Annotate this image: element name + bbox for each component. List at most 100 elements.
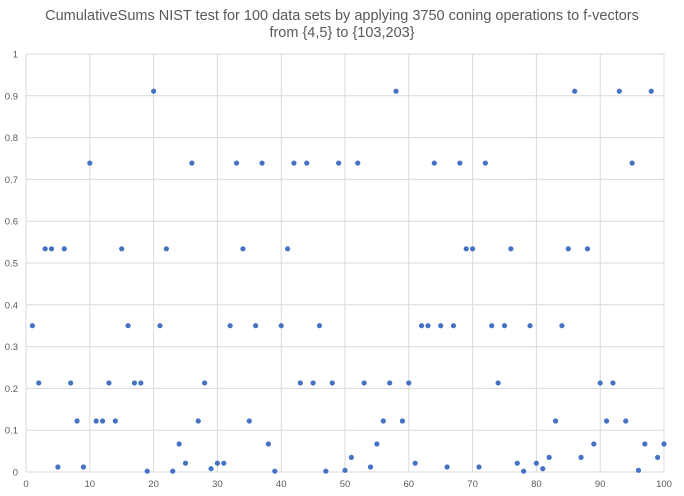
data-point [336,160,342,166]
data-point [597,380,603,386]
data-point [240,246,246,252]
data-point [418,323,425,329]
data-point [208,466,214,472]
data-point [406,380,412,386]
data-point [157,323,163,329]
data-point [648,88,654,94]
data-point [552,418,559,424]
data-point [48,246,55,252]
grid-lines [25,53,665,473]
data-point [202,380,208,386]
data-point [533,460,540,466]
data-point [36,380,42,386]
data-point [151,88,157,94]
data-point [616,88,622,94]
data-points [29,88,667,474]
data-point [170,468,176,474]
data-point [119,246,125,252]
y-tick-label: 0.9 [5,91,18,102]
data-point [559,323,565,329]
x-tick-label: 50 [340,479,351,490]
data-point [163,246,169,252]
data-point [323,468,329,474]
x-tick-label: 100 [656,479,672,490]
data-point [131,380,138,386]
chart-title-line1: CumulativeSums NIST test for 100 data se… [45,8,639,24]
data-point [380,418,386,424]
data-point [425,323,431,329]
data-point [278,323,284,329]
data-point [195,418,201,424]
data-point [138,380,144,386]
data-point [565,246,571,252]
data-point [284,246,291,252]
data-point [348,454,354,460]
data-point [355,160,361,166]
data-point [508,246,514,252]
x-tick-label: 10 [85,479,96,490]
data-point [546,454,552,460]
data-point [259,160,265,166]
y-tick-label: 0.1 [5,426,18,437]
data-point [450,323,457,329]
data-point [495,380,501,386]
data-point [182,460,189,466]
data-point [99,418,106,424]
data-point [521,468,527,474]
data-point [125,323,131,329]
data-point [572,88,578,94]
data-point [642,441,648,447]
y-tick-label: 1 [13,50,18,61]
data-point [540,466,546,472]
data-point [412,460,418,466]
data-point [431,160,437,166]
data-point [661,441,667,447]
data-point [74,418,80,424]
data-point [361,380,367,386]
data-point [93,418,99,424]
data-point [387,380,393,386]
y-tick-label: 0.2 [5,384,18,395]
x-tick-label: 0 [23,479,28,490]
x-tick-label: 30 [212,479,223,490]
data-point [482,160,488,166]
y-tick-label: 0.7 [5,175,18,186]
data-point [304,160,310,166]
data-point [578,454,584,460]
y-tick-label: 0.5 [5,259,18,270]
y-tick-label: 0.4 [5,300,18,311]
data-point [310,380,316,386]
y-tick-labels: 0 0.1 0.2 0.3 0.4 0.5 0.6 0.7 0.8 0.9 1 [5,50,18,479]
data-point [527,323,533,329]
data-point [463,246,469,252]
data-point [603,418,610,424]
y-tick-label: 0 [13,468,18,479]
data-point [189,160,195,166]
data-point [112,418,118,424]
data-point [470,246,476,252]
data-point [68,380,74,386]
chart-title: CumulativeSums NIST test for 100 data se… [0,8,684,42]
data-point [221,460,227,466]
x-tick-label: 80 [531,479,542,490]
data-point [584,246,591,252]
data-point [253,323,259,329]
chart-title-line2: from {4,5} to {103,203} [269,25,415,41]
data-point [623,418,629,424]
y-tick-label: 0.8 [5,133,18,144]
data-point [476,464,482,470]
data-point [233,160,240,166]
data-point [635,467,642,473]
x-tick-label: 40 [276,479,287,490]
data-point [246,418,252,424]
data-point [87,160,93,166]
x-tick-label: 60 [404,479,415,490]
data-point [393,88,399,94]
data-point [629,160,635,166]
data-point [329,380,335,386]
data-point [297,380,303,386]
data-point [591,441,597,447]
data-point [374,441,380,447]
